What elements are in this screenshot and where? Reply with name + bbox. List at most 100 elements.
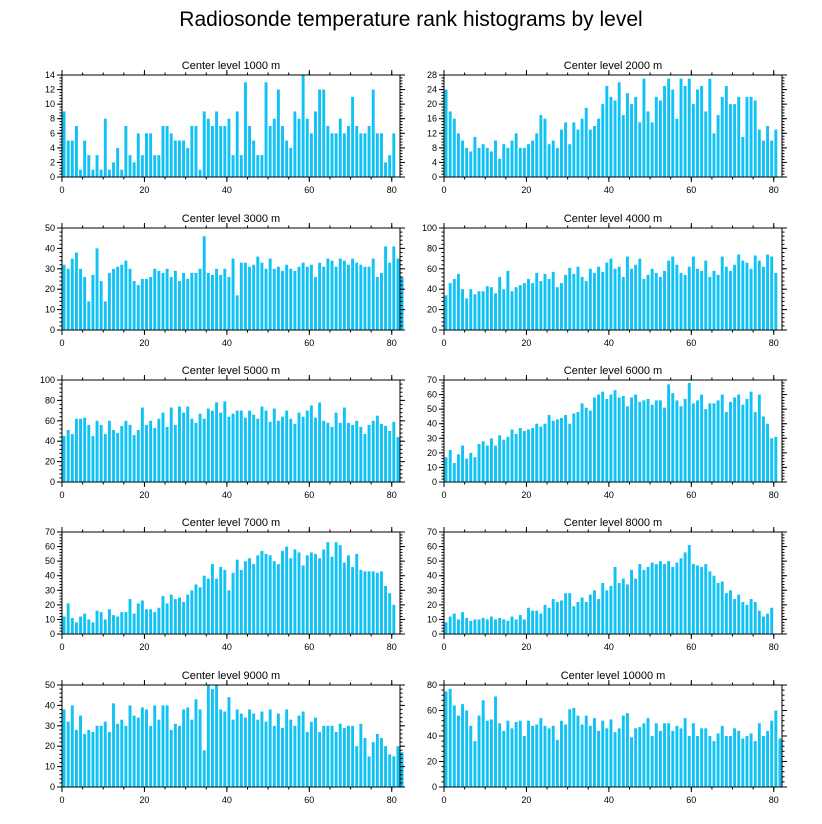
histogram-bar [741, 260, 745, 330]
histogram-bar [588, 268, 592, 330]
histogram-bar [601, 271, 605, 330]
histogram-bar [173, 140, 177, 177]
histogram-bar [560, 417, 563, 482]
histogram-bar [691, 723, 695, 787]
histogram-bar [667, 384, 671, 482]
histogram-bar [527, 720, 530, 787]
histogram-bar [66, 429, 70, 482]
histogram-bar [256, 155, 260, 177]
histogram-bar [712, 741, 716, 787]
histogram-bar [355, 126, 359, 177]
histogram-bar [338, 118, 342, 177]
histogram-bar [62, 264, 66, 330]
histogram-bar [70, 140, 74, 177]
histogram-bar [70, 258, 74, 330]
histogram-bar [272, 408, 276, 482]
histogram-bar [260, 262, 264, 330]
histogram-bar [157, 607, 161, 634]
histogram-bar [675, 725, 679, 787]
histogram-bar [675, 562, 679, 634]
histogram-bar [194, 126, 198, 177]
histogram-bar [379, 423, 383, 482]
histogram-bar [400, 752, 404, 787]
y-tick-label: 0 [432, 629, 437, 639]
histogram-bar [473, 136, 477, 177]
histogram-bar [708, 403, 712, 482]
histogram-bar [182, 601, 186, 634]
histogram-bar [551, 599, 555, 634]
histogram-bar [481, 441, 485, 482]
histogram-bar [231, 572, 235, 634]
x-tick-label: 0 [441, 490, 446, 500]
x-tick-label: 40 [604, 642, 614, 652]
histogram-bar [363, 266, 367, 330]
histogram-bar [761, 736, 765, 787]
histogram-bar [452, 705, 456, 787]
histogram-bar [178, 140, 181, 177]
histogram-bar [514, 721, 518, 787]
histogram-bar [716, 115, 720, 177]
histogram-bar [749, 733, 753, 787]
histogram-bar [309, 552, 313, 634]
histogram-bar [737, 254, 741, 330]
histogram-bar [276, 266, 280, 330]
histogram-bar [572, 707, 576, 787]
histogram-bar [227, 590, 231, 634]
histogram-bar [560, 283, 563, 330]
histogram-bar [347, 555, 350, 634]
histogram-bar [621, 115, 625, 177]
histogram-bar [178, 281, 181, 330]
histogram-bar [502, 619, 506, 634]
histogram-bar [305, 266, 309, 330]
histogram-bar [588, 725, 592, 787]
histogram-bar [708, 736, 712, 787]
histogram-bar [617, 728, 621, 787]
histogram-bar [712, 133, 716, 177]
y-tick-label: 0 [50, 782, 55, 792]
y-tick-label: 100 [40, 375, 55, 385]
histogram-bar [679, 558, 683, 634]
histogram-bar [268, 421, 272, 482]
histogram-bar [215, 111, 219, 177]
histogram-bar [375, 733, 379, 787]
histogram-bar [646, 398, 650, 482]
panel-title: Center level 1000 m [182, 60, 280, 72]
histogram-bar [461, 612, 465, 634]
histogram-bar [613, 566, 617, 634]
histogram-bar [128, 599, 132, 634]
histogram-bar [132, 162, 136, 177]
histogram-bar [342, 133, 346, 177]
histogram-bar [506, 436, 510, 482]
histogram-bar [223, 711, 227, 787]
y-tick-label: 0 [432, 477, 437, 487]
x-tick-label: 0 [441, 185, 446, 195]
histogram-bar [469, 725, 473, 787]
histogram-bar [481, 700, 485, 787]
histogram-bar [584, 407, 588, 482]
histogram-bar [161, 412, 165, 482]
histogram-bar [770, 438, 774, 482]
histogram-bar [107, 609, 111, 634]
histogram-bar [99, 281, 103, 330]
histogram-bar [510, 429, 514, 482]
histogram-bar [444, 295, 448, 330]
histogram-bar [456, 454, 460, 482]
histogram-bar [140, 155, 144, 177]
histogram-bar [132, 281, 136, 330]
histogram-bar [231, 413, 235, 482]
histogram-bar [634, 578, 638, 634]
histogram-bar [547, 279, 551, 330]
histogram-bar [330, 725, 334, 787]
histogram-bar [272, 561, 276, 634]
histogram-bar [522, 147, 526, 177]
y-tick-label: 40 [427, 419, 437, 429]
histogram-bar [351, 258, 355, 330]
histogram-bar [198, 587, 202, 634]
histogram-bar [194, 699, 198, 787]
y-tick-label: 40 [427, 571, 437, 581]
histogram-bar [584, 601, 588, 634]
histogram-bar [330, 426, 334, 482]
histogram-bar [248, 126, 252, 177]
y-tick-label: 20 [45, 284, 55, 294]
x-tick-label: 60 [304, 795, 314, 805]
